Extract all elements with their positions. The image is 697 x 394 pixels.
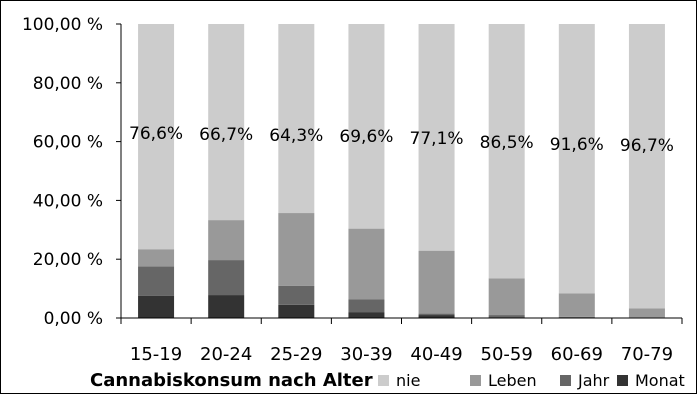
x-tick-label: 50-59 xyxy=(481,344,533,365)
bar-nie-25-29 xyxy=(278,24,315,214)
data-label: 77,1% xyxy=(410,129,464,149)
bar-monat-25-29 xyxy=(278,304,315,318)
bar-leben-70-79 xyxy=(628,308,665,318)
data-label: 91,6% xyxy=(550,135,604,155)
data-label: 76,6% xyxy=(129,124,183,144)
bar-nie-15-19 xyxy=(138,24,175,250)
x-tick-label: 25-29 xyxy=(270,344,322,365)
bar-monat-30-39 xyxy=(348,312,385,318)
bar-jahr-60-69 xyxy=(558,316,595,318)
bar-nie-70-79 xyxy=(628,24,665,309)
legend-label-leben: Leben xyxy=(488,371,537,390)
bar-jahr-25-29 xyxy=(278,285,315,305)
bar-jahr-15-19 xyxy=(138,266,175,296)
bar-leben-20-24 xyxy=(208,220,245,261)
legend-swatch-jahr xyxy=(560,375,571,386)
legend-label-jahr: Jahr xyxy=(577,371,610,390)
x-tick-label: 15-19 xyxy=(130,344,182,365)
bar-monat-20-24 xyxy=(208,295,245,318)
data-label: 69,6% xyxy=(339,127,393,147)
bar-leben-60-69 xyxy=(558,293,595,317)
legend-swatch-nie xyxy=(378,375,389,386)
legend-swatch-leben xyxy=(470,375,481,386)
y-tick-label: 100,00 % xyxy=(22,15,103,35)
x-tick-label: 60-69 xyxy=(551,344,603,365)
x-tick-label: 40-49 xyxy=(410,344,462,365)
bar-nie-30-39 xyxy=(348,24,385,229)
bar-leben-15-19 xyxy=(138,249,175,267)
y-axis: 0,00 % 20,00 % 40,00 % 60,00 % 80,00 % 100,00… xyxy=(22,15,121,329)
x-tick-label: 20-24 xyxy=(200,344,252,365)
data-label: 86,5% xyxy=(480,133,534,153)
y-tick-label: 60,00 % xyxy=(33,133,103,153)
bar-leben-25-29 xyxy=(278,213,315,286)
bar-jahr-40-49 xyxy=(418,313,455,316)
y-tick-label: 20,00 % xyxy=(33,250,103,270)
y-tick-label: 40,00 % xyxy=(33,191,103,211)
bar-leben-40-49 xyxy=(418,250,455,314)
bar-leben-30-39 xyxy=(348,228,385,300)
bar-leben-50-59 xyxy=(488,278,525,316)
data-label: 64,3% xyxy=(269,126,323,146)
y-tick-label: 80,00 % xyxy=(33,74,103,94)
data-labels: 76,6% 66,7% 64,3% 69,6% 77,1% 86,5% 91,6% 96,7% xyxy=(129,124,674,156)
legend-label-nie: nie xyxy=(396,371,420,390)
x-axis: 15-19 20-24 25-29 30-39 40-49 50-59 60-69 70-79 xyxy=(130,344,673,365)
y-tick-label: 0,00 % xyxy=(44,309,103,329)
legend: nie Leben Jahr Monat xyxy=(378,371,685,390)
data-label: 96,7% xyxy=(620,136,674,156)
bar-jahr-50-59 xyxy=(488,315,525,318)
x-tick-label: 70-79 xyxy=(621,344,673,365)
legend-swatch-monat xyxy=(617,375,628,386)
data-label: 66,7% xyxy=(199,125,253,145)
bar-nie-60-69 xyxy=(558,24,595,294)
bar-monat-15-19 xyxy=(138,295,175,318)
bar-jahr-20-24 xyxy=(208,260,245,296)
legend-label-monat: Monat xyxy=(635,371,685,390)
axes xyxy=(120,24,683,324)
bar-jahr-30-39 xyxy=(348,299,385,313)
bars xyxy=(138,24,665,318)
bar-nie-20-24 xyxy=(208,24,245,221)
bar-nie-50-59 xyxy=(488,24,525,279)
chart-title: Cannabiskonsum nach Alter xyxy=(90,370,373,391)
x-tick-label: 30-39 xyxy=(340,344,392,365)
bar-nie-40-49 xyxy=(418,24,455,251)
bar-monat-40-49 xyxy=(418,315,455,318)
